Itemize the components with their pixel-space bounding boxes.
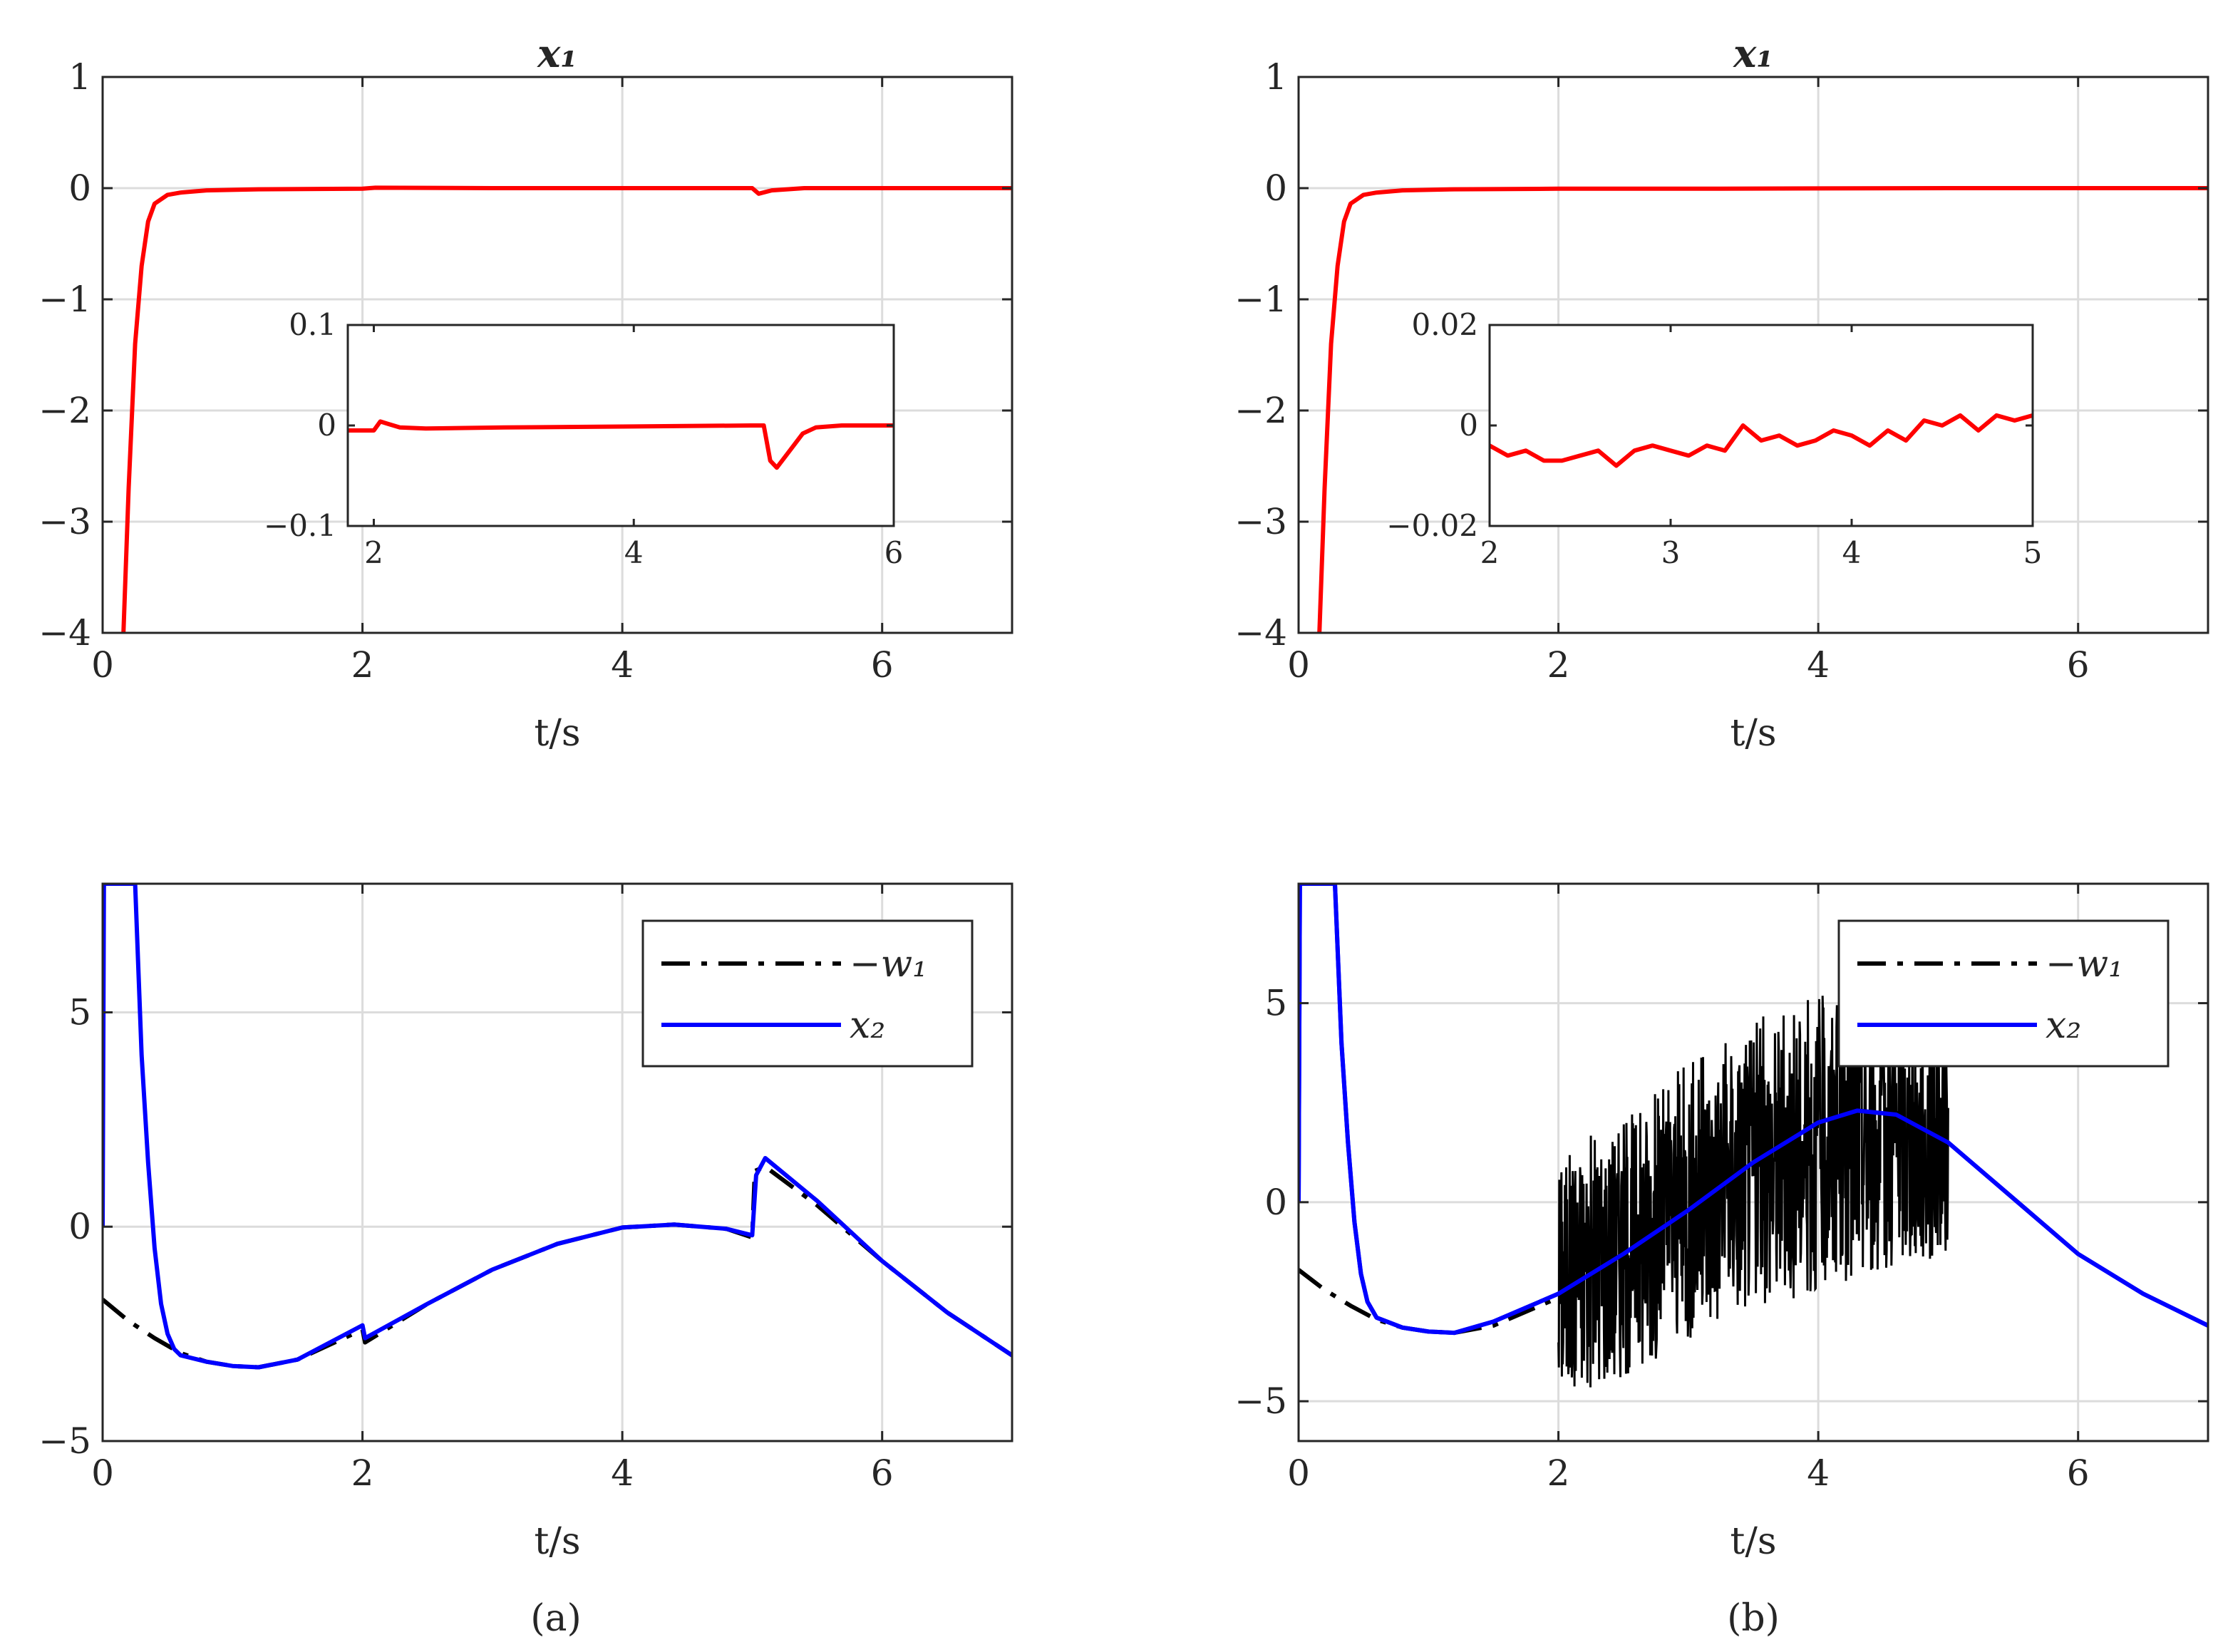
- a-top-xlabel: t/s: [534, 712, 580, 755]
- b-top-title: x₁: [1733, 31, 1773, 76]
- b-top-inset: 2 3 4 5 0.02 0 −0.02: [1386, 307, 2042, 570]
- a-top-inset-ytick-label: 0.1: [289, 307, 336, 342]
- b-top-xtick-label: 2: [1547, 644, 1570, 686]
- b-bottom-legend-box: [1837, 919, 2170, 1068]
- panel-label-a: (a): [530, 1597, 582, 1640]
- a-top-inset-xtick-label: 2: [364, 535, 383, 570]
- a-top-ytick-label: 0: [68, 167, 91, 209]
- a-bottom-legend: −w₁ x₂: [641, 919, 974, 1068]
- a-bottom-legend-label-1: x₂: [850, 1004, 885, 1047]
- a-bottom-ytick-label: 5: [68, 991, 91, 1033]
- a-top-ytick-label: −4: [38, 612, 91, 654]
- b-bottom-legend: −w₁ x₂: [1837, 919, 2170, 1068]
- b-top-inset-xtick-label: 2: [1480, 535, 1500, 570]
- a-top-inset-axes-frame: [346, 324, 895, 527]
- b-bottom-xtick-label: 4: [1807, 1452, 1830, 1494]
- a-bottom-legend-box: [641, 919, 974, 1068]
- b-bottom-series-x2-overlay-line: [1299, 884, 2208, 1336]
- a-top-title: x₁: [537, 31, 577, 76]
- b-top-ytick-label: 1: [1264, 56, 1287, 98]
- b-bottom-ytick-label: 0: [1264, 1182, 1287, 1223]
- a-top-inset-xtick-label: 4: [624, 535, 644, 570]
- b-bottom-axes-frame: [1297, 882, 2209, 1442]
- a-top-ytick-label: −2: [38, 390, 91, 431]
- b-top-inset-ytick-label: −0.02: [1386, 508, 1478, 543]
- b-bottom-legend-label-1: x₂: [2046, 1004, 2081, 1047]
- b-top-inset-plot-area: [1490, 325, 2033, 526]
- b-top-inset-series-0-line: [1490, 413, 2033, 468]
- b-bottom-xlabel: t/s: [1730, 1520, 1776, 1563]
- a-bottom-legend-label-0: −w₁: [850, 943, 927, 986]
- a-bottom-xtick-label: 6: [871, 1452, 894, 1494]
- a-top-ytick-label: −3: [38, 501, 91, 542]
- b-bottom-xtick-label: 6: [2067, 1452, 2090, 1494]
- b-top-inset-axes-frame: [1488, 324, 2034, 527]
- b-top-xtick-label: 4: [1807, 644, 1830, 686]
- b-top-xlabel: t/s: [1730, 712, 1776, 755]
- panel-label-b: (b): [1727, 1597, 1780, 1640]
- a-top-inset: 2 4 6 0.1 0 −0.1: [264, 307, 903, 570]
- a-top-inset-series-0-line: [348, 419, 894, 470]
- b-top-inset-xtick-label: 4: [1842, 535, 1862, 570]
- b-bottom-xtick-label: 2: [1547, 1452, 1570, 1494]
- b-top-ytick-label: −3: [1234, 501, 1287, 542]
- a-bottom-xlabel: t/s: [534, 1520, 580, 1563]
- a-top-series-0-line: [121, 185, 1012, 633]
- a-top-axes-frame: [101, 76, 1013, 634]
- a-top-ytick-label: 1: [68, 56, 91, 98]
- a-bottom-series-1-line: [103, 884, 1012, 1370]
- chart-a-top: 0 2 4 6 1 0 −1 −2 −3 −4 x₁ t/s 2 4 6 0.1 0 −0.1: [38, 31, 1013, 755]
- b-top-inset-xtick-label: 3: [1661, 535, 1681, 570]
- b-bottom-ytick-label: −5: [1234, 1380, 1287, 1422]
- a-bottom-xtick-label: 2: [351, 1452, 374, 1494]
- b-top-ytick-label: −1: [1234, 279, 1287, 320]
- b-top-axes-frame: [1297, 76, 2209, 634]
- b-top-ytick-label: 0: [1264, 167, 1287, 209]
- a-top-ytick-label: −1: [38, 279, 91, 320]
- a-bottom-axes-frame: [101, 882, 1013, 1442]
- a-top-inset-ytick-label: 0: [317, 408, 336, 443]
- b-bottom-xtick-label: 0: [1287, 1452, 1310, 1494]
- b-top-ytick-label: −2: [1234, 390, 1287, 431]
- plots-layer: 0 2 4 6 1 0 −1 −2 −3 −4 x₁ t/s 2 4 6 0.1 0 −0.1 0 2 4 6 1 0 −1 −2…: [38, 31, 2209, 1563]
- a-bottom-ytick-label: 0: [68, 1206, 91, 1247]
- b-top-xtick-label: 6: [2067, 644, 2090, 686]
- a-top-inset-xtick-label: 6: [884, 535, 904, 570]
- b-top-inset-ytick-label: 0.02: [1411, 307, 1478, 342]
- a-bottom-xtick-label: 4: [611, 1452, 634, 1494]
- b-bottom-ytick-label: 5: [1264, 983, 1287, 1024]
- a-top-inset-ytick-label: −0.1: [264, 508, 336, 543]
- b-top-xtick-label: 0: [1287, 644, 1310, 686]
- chart-b-top: 0 2 4 6 1 0 −1 −2 −3 −4 x₁ t/s 2 3 4 5 0.02 0 −0.02: [1234, 31, 2209, 755]
- a-bottom-ytick-label: −5: [38, 1420, 91, 1462]
- b-top-ytick-label: −4: [1234, 612, 1287, 654]
- a-top-xtick-label: 0: [91, 644, 114, 686]
- a-top-xtick-label: 4: [611, 644, 634, 686]
- a-top-xtick-label: 6: [871, 644, 894, 686]
- b-top-inset-xtick-label: 5: [2023, 535, 2043, 570]
- a-top-xtick-label: 2: [351, 644, 374, 686]
- b-top-inset-ytick-label: 0: [1459, 408, 1478, 443]
- a-bottom-xtick-label: 0: [91, 1452, 114, 1494]
- b-bottom-legend-label-0: −w₁: [2046, 943, 2123, 986]
- b-top-series-0-line: [1317, 186, 2208, 633]
- a-bottom-series-0-line: [103, 1165, 1012, 1370]
